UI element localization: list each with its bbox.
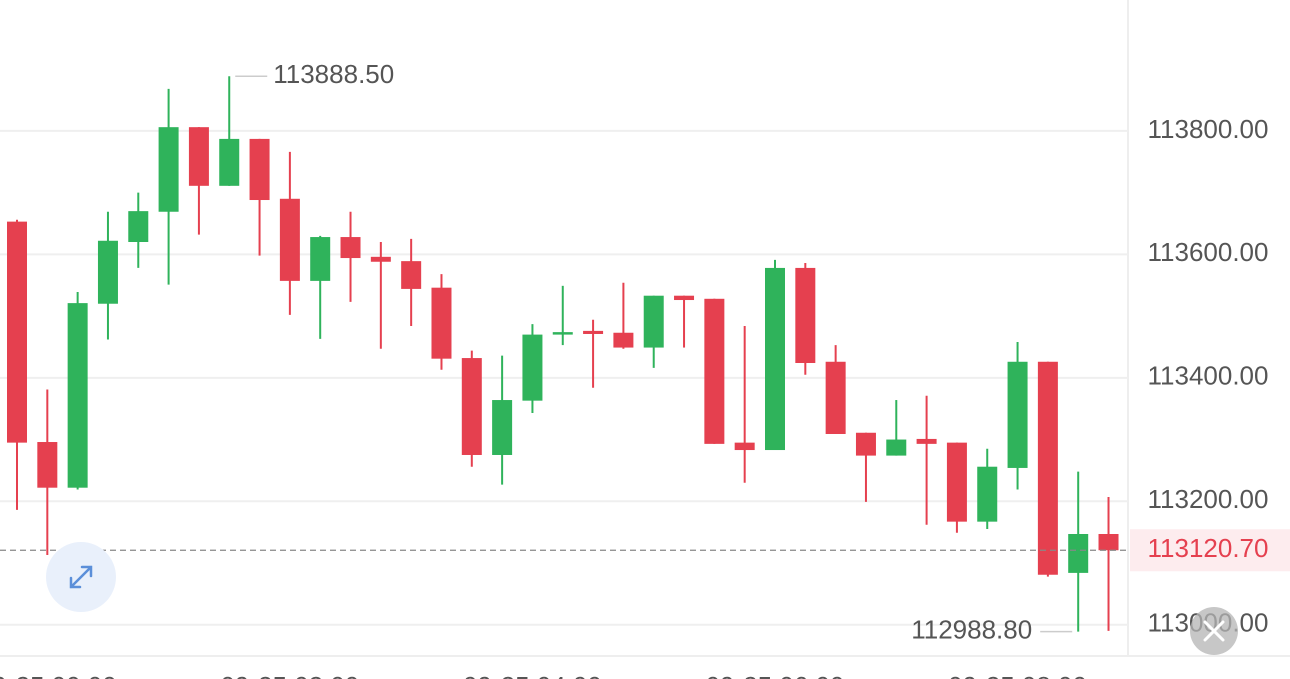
expand-button[interactable]	[46, 542, 116, 612]
x-tick-label: 09-25 06:00	[706, 671, 845, 679]
candle-body	[552, 332, 573, 335]
candle-body	[946, 442, 967, 522]
candle-body	[1037, 361, 1058, 575]
candle-body	[674, 295, 695, 301]
candle-body	[249, 138, 270, 201]
candle-body	[977, 466, 998, 522]
candle-body	[765, 267, 785, 451]
candle-body	[1098, 534, 1119, 551]
candle-body	[97, 240, 118, 304]
candle-body	[219, 138, 240, 186]
candle-body	[7, 221, 27, 443]
candle-body	[795, 267, 816, 363]
candle-body	[158, 127, 179, 212]
x-tick-label: 09-25 04:00	[463, 671, 602, 679]
y-tick-label: 113400.00	[1148, 361, 1269, 391]
x-tick-label: 09-25 02:00	[220, 671, 359, 679]
candle-body	[704, 298, 725, 444]
candle-body	[67, 303, 88, 488]
last-price-label: 113120.70	[1148, 533, 1269, 563]
candle-body	[310, 237, 331, 281]
candle-body	[188, 127, 209, 186]
candle-body	[461, 358, 482, 455]
y-tick-label: 113200.00	[1148, 484, 1269, 514]
min-label: 112988.80	[911, 615, 1032, 645]
candle-body	[583, 330, 604, 334]
candle-body	[825, 361, 846, 434]
candle-body	[734, 442, 755, 451]
expand-icon	[69, 565, 93, 589]
y-tick-label: 113600.00	[1148, 237, 1269, 267]
candle-body	[492, 400, 513, 455]
y-tick-label: 113800.00	[1148, 114, 1269, 144]
x-tick-label: 09-25 00:00	[0, 671, 117, 679]
candle-body	[916, 438, 937, 444]
candle-body	[643, 295, 664, 348]
candle-body	[401, 261, 422, 289]
candle-body	[1068, 534, 1089, 573]
candle-body	[886, 439, 907, 456]
candle-body	[370, 256, 391, 262]
candle-body	[37, 442, 58, 488]
candle-body	[522, 334, 543, 401]
candle-body	[855, 432, 876, 456]
close-button[interactable]	[1190, 607, 1238, 655]
candle-body	[613, 332, 634, 348]
x-tick-label: 09-25 08:00	[948, 671, 1087, 679]
close-icon	[1203, 620, 1225, 642]
last-price-box	[1130, 529, 1290, 572]
candle-body	[340, 237, 361, 259]
candle-body	[1007, 361, 1028, 468]
candle-body	[279, 198, 300, 281]
candle-body	[128, 211, 149, 242]
max-label: 113888.50	[273, 59, 394, 89]
candle-body	[431, 287, 452, 359]
